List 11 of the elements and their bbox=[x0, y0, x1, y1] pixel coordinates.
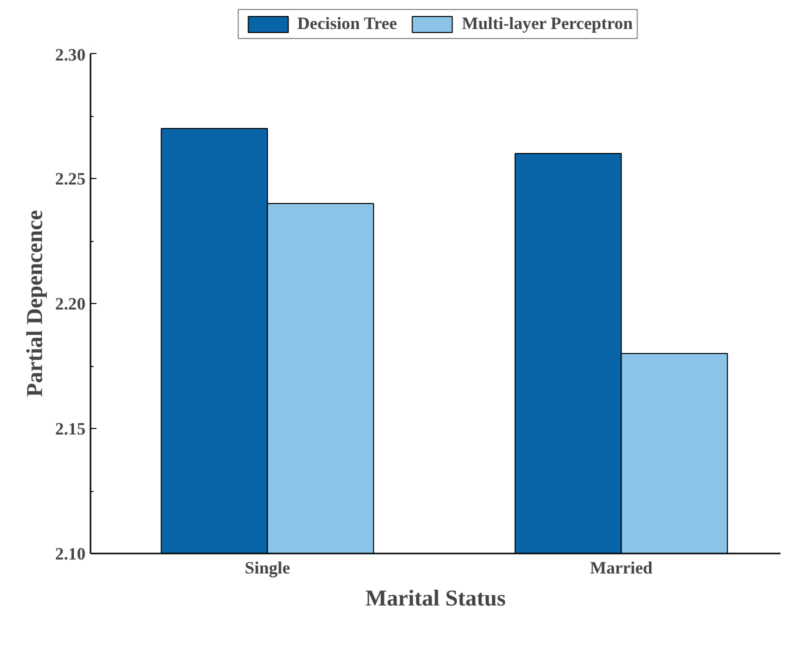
y-tick-label: 2.10 bbox=[55, 544, 86, 564]
y-tick-label: 2.25 bbox=[55, 170, 86, 188]
legend-label: Decision Tree bbox=[297, 14, 397, 34]
x-axis-title: Marital Status bbox=[365, 586, 506, 610]
x-tick-label: Married bbox=[590, 558, 653, 578]
y-axis-title: Partial Depencence bbox=[22, 210, 48, 397]
legend-label: Multi-layer Perceptron bbox=[462, 14, 633, 34]
y-tick-label: 2.30 bbox=[55, 46, 86, 64]
y-tick-label: 2.15 bbox=[55, 420, 86, 438]
x-tick-label: Single bbox=[244, 558, 290, 578]
y-tick-label: 2.20 bbox=[55, 294, 86, 314]
